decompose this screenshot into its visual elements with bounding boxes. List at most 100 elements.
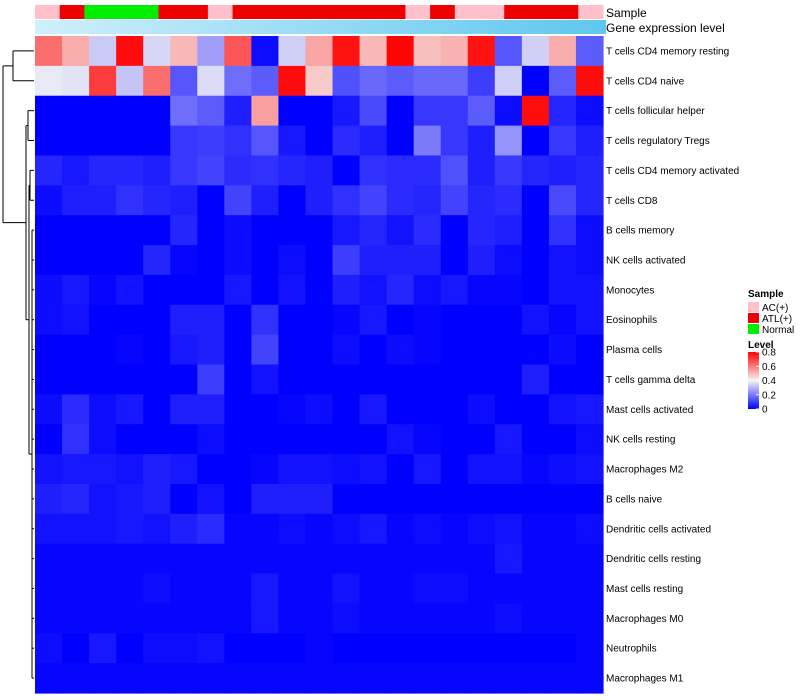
heatmap-cell: [305, 454, 334, 485]
heatmap-cell: [251, 274, 280, 306]
heatmap-cell: [332, 245, 361, 276]
heatmap-cell: [116, 215, 144, 246]
sample-annotation-cell: [454, 5, 481, 19]
heatmap-cell: [386, 394, 415, 425]
sample-annotation-cell: [281, 5, 308, 19]
heatmap-cell: [116, 543, 144, 575]
heatmap-cell: [359, 334, 388, 366]
heatmap-cell: [89, 215, 117, 246]
heatmap-cell: [170, 245, 198, 276]
heatmap-cell: [62, 274, 90, 306]
heatmap-cell: [35, 274, 63, 306]
heatmap-cell: [278, 454, 307, 485]
heatmap-cell: [35, 513, 63, 545]
heatmap-cell: [116, 65, 144, 97]
heatmap-cell: [35, 424, 63, 455]
heatmap-cell: [170, 454, 198, 485]
sample-legend-swatch: [748, 313, 759, 323]
heatmap-cell: [386, 125, 415, 157]
heatmap-cell: [413, 155, 442, 186]
heatmap-cell: [89, 334, 117, 366]
heatmap-cell: [305, 334, 334, 366]
heatmap-cell: [62, 304, 90, 336]
heatmap-cell: [62, 36, 90, 67]
heatmap-cell: [359, 394, 388, 425]
heatmap-cell: [386, 95, 415, 127]
sample-annotation-cell: [35, 5, 61, 19]
heatmap-cell: [548, 483, 577, 515]
heatmap-cell: [332, 663, 361, 694]
heatmap-cell: [521, 245, 550, 276]
heatmap-cell: [494, 513, 523, 545]
heatmap-cell: [224, 573, 252, 605]
heatmap-cell: [548, 155, 577, 186]
row-label: Macrophages M0: [606, 614, 684, 625]
heatmap-cell: [521, 424, 550, 455]
heatmap-cell: [440, 65, 469, 97]
heatmap-cell: [521, 394, 550, 425]
heatmap-cell: [413, 454, 442, 485]
heatmap-cell: [224, 603, 252, 634]
heatmap-cell: [62, 543, 90, 575]
heatmap-cell: [143, 185, 171, 216]
heatmap-cell: [440, 334, 469, 366]
heatmap-cell: [494, 454, 523, 485]
heatmap-cell: [467, 185, 496, 216]
heatmap-cell: [494, 304, 523, 336]
heatmap-cell: [251, 633, 280, 664]
heatmap-cell: [575, 65, 604, 97]
heatmap-cell: [440, 663, 469, 694]
heatmap-cell: [143, 633, 171, 664]
heatmap-cell: [548, 245, 577, 276]
heatmap-cell: [224, 95, 252, 127]
heatmap-cell: [89, 483, 117, 515]
heatmap-cell: [278, 185, 307, 216]
heatmap-cell: [548, 454, 577, 485]
heatmap-cell: [251, 36, 280, 67]
heatmap-cell: [413, 573, 442, 605]
heatmap-cell: [89, 274, 117, 306]
heatmap-cell: [521, 215, 550, 246]
heatmap-cell: [170, 483, 198, 515]
heatmap-cell: [359, 573, 388, 605]
heatmap-cell: [467, 483, 496, 515]
heatmap-cell: [305, 483, 334, 515]
heatmap-cell: [35, 245, 63, 276]
heatmap-cell: [494, 364, 523, 395]
heatmap-cell: [440, 454, 469, 485]
heatmap-cell: [440, 513, 469, 545]
heatmap-cell: [494, 334, 523, 366]
heatmap-cell: [521, 573, 550, 605]
heatmap-cell: [467, 543, 496, 575]
heatmap-cell: [467, 125, 496, 157]
heatmap-cell: [305, 215, 334, 246]
heatmap-cell: [413, 483, 442, 515]
heatmap-cell: [359, 215, 388, 246]
heatmap-cell: [35, 573, 63, 605]
level-legend-title: Level: [748, 340, 774, 351]
heatmap-cell: [251, 573, 280, 605]
heatmap-cell: [332, 513, 361, 545]
heatmap-cell: [440, 573, 469, 605]
level-color-bar: [748, 352, 759, 409]
heatmap-cell: [116, 274, 144, 306]
heatmap-cell: [386, 274, 415, 306]
heatmap-cell: [224, 304, 252, 336]
heatmap-cell: [359, 65, 388, 97]
heatmap-cell: [521, 95, 550, 127]
heatmap-cell: [62, 65, 90, 97]
heatmap-cell: [440, 543, 469, 575]
heatmap-cell: [89, 603, 117, 634]
heatmap-cell: [440, 274, 469, 306]
heatmap-cell: [575, 424, 604, 455]
heatmap-cell: [224, 245, 252, 276]
sample-annotation-cell: [553, 5, 579, 19]
heatmap-cell: [494, 573, 523, 605]
heatmap-cell: [35, 334, 63, 366]
heatmap-cell: [386, 65, 415, 97]
heatmap-cell: [278, 603, 307, 634]
heatmap-cell: [467, 633, 496, 664]
heatmap-cell: [440, 95, 469, 127]
heatmap-cell: [251, 185, 280, 216]
